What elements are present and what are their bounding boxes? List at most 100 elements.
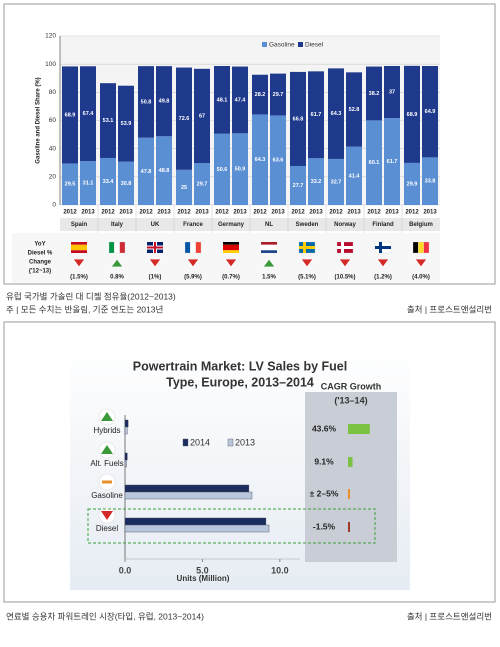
data-label: 29.5 [65,182,76,188]
bar-segment [214,65,230,134]
group-label: Norway [334,222,356,228]
source: 출처 | 프로스트앤설리번 [407,611,492,621]
icon-down [101,511,113,520]
flag [119,241,126,254]
bar-segment [232,133,248,205]
cagr-bar [348,457,353,467]
x-tick-label: 2012 [253,210,267,216]
y-tick-label: 20 [49,174,57,181]
cagr-title: CAGR Growth [321,381,382,391]
flag [184,241,191,254]
x-tick-label: 2013 [157,210,171,216]
flag [299,246,315,249]
highlight-box [87,508,376,544]
cagr-label: 9.1% [314,456,334,466]
group-label: UK [151,222,160,228]
bar-segment [118,161,134,205]
chart-title: Powertrain Market: LV Sales by Fuel [133,359,347,373]
group-label: Spain [71,222,88,228]
data-label: 61.7 [311,112,322,118]
data-label: 31.1 [83,181,94,187]
flag [423,241,430,254]
cagr-bar [348,522,350,532]
x-tick-label: 2012 [101,210,115,216]
bar-segment [404,65,420,163]
bar-segment [308,158,324,205]
bar-segment [346,146,362,205]
x-tick-label: 2012 [139,210,153,216]
arrow-down [224,258,238,268]
yoy-value: 0.8% [110,275,124,281]
bar-segment [118,85,134,162]
bar-segment [156,66,172,137]
arrow-down [72,258,86,268]
icon-up [101,412,113,421]
cagr-panel [305,392,397,562]
bar-segment [366,66,382,121]
data-label: 48.1 [217,97,228,103]
data-label: 53.1 [103,118,114,124]
group-label: Germany [218,222,245,228]
x-tick-label: 2013 [119,210,133,216]
data-label: 53.9 [121,121,132,127]
yoy-value: (5.9%) [184,275,202,281]
group-label: Finland [372,222,394,228]
bar-segment [346,72,362,147]
flag [337,246,353,249]
y-tick-label: 100 [45,61,56,68]
data-label: 50.9 [235,167,246,173]
flag [71,250,87,253]
flag [147,246,163,249]
bar [124,426,128,435]
category-label: Alt. Fuels [90,459,123,468]
data-label: 50.8 [141,99,152,105]
yoy-value: (1.2%) [374,275,392,281]
flag [375,246,391,249]
bar-segment [80,66,96,162]
bar [124,484,250,493]
x-tick-label: 10.0 [271,565,289,575]
group-label: Sweden [296,222,319,228]
x-axis-label: Units (Million) [177,574,230,583]
bar [124,419,129,428]
bar-segment [328,158,344,205]
yoy-label: Diesel % [28,251,53,257]
flag [114,241,120,254]
flag [261,250,277,253]
data-label: 66.8 [293,116,304,122]
bar-segment [194,163,210,205]
bar-segment [100,83,116,158]
x-tick-label: 2013 [195,210,209,216]
bar-segment [100,157,116,205]
yoy-band [12,233,440,283]
legend-label: 2014 [190,437,210,447]
x-tick-label: 2013 [271,210,285,216]
icon-flat [102,480,112,484]
y-tick-label: 120 [45,33,56,40]
y-tick-label: 60 [49,117,57,124]
data-label: 38.2 [369,91,380,97]
bar-segment [308,71,324,159]
bar [124,459,127,468]
flag [418,241,424,254]
cagr-title: ('13–14) [334,395,367,405]
data-label: 64.3 [255,157,266,163]
bar-segment [404,162,420,205]
group-label: NL [265,222,273,228]
category-label: Hybrids [93,426,120,435]
yoy-label: ('12~13) [29,269,51,275]
legend-swatch [182,438,189,447]
yoy-value: (0.7%) [222,275,240,281]
x-tick-label: 2013 [423,210,437,216]
bar-segment [156,136,172,205]
flag [261,242,277,245]
bar-segment [214,133,230,205]
bar-segment [290,71,306,166]
data-label: 72.6 [179,116,190,122]
bar-segment [422,157,438,205]
bar-segment [270,73,286,116]
group-label: Italy [111,222,124,228]
category-label: Diesel [96,524,118,533]
cagr-bar [348,424,370,434]
